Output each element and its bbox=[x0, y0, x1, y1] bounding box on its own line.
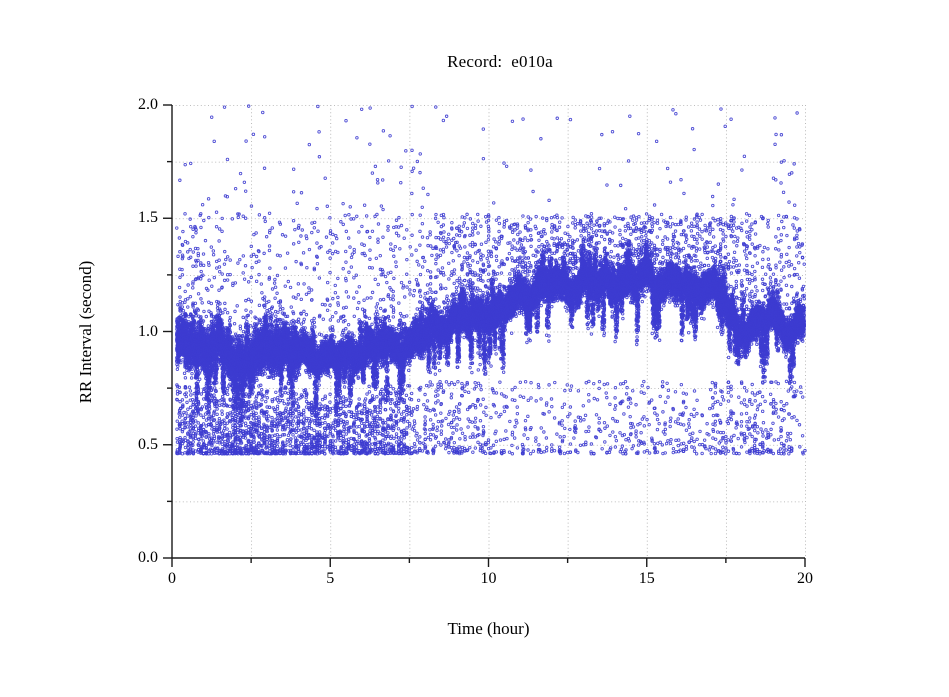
y-tick-label: 1.5 bbox=[138, 209, 158, 227]
x-tick-label: 15 bbox=[638, 570, 655, 587]
y-tick-label: 1.0 bbox=[138, 322, 158, 340]
x-tick-label: 5 bbox=[326, 570, 335, 587]
y-tick-label: 0.5 bbox=[138, 435, 158, 453]
x-axis-label: Time (hour) bbox=[447, 619, 530, 638]
y-axis-label: RR Interval (second) bbox=[76, 260, 95, 404]
y-tick-label: 0.0 bbox=[138, 549, 158, 566]
x-tick-label: 10 bbox=[480, 570, 497, 587]
y-tick-label: 2.0 bbox=[138, 96, 158, 113]
x-tick-label: 0 bbox=[168, 570, 176, 587]
x-tick-label: 20 bbox=[797, 570, 813, 587]
plot-title: Record: e010a bbox=[447, 52, 553, 71]
